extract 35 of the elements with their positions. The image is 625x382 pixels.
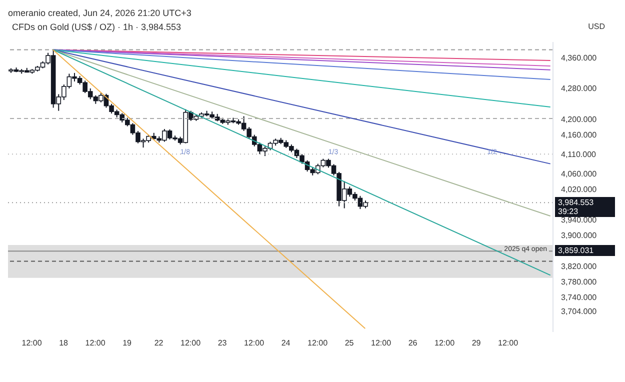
y-tick-label: 3,820.000 bbox=[561, 262, 598, 272]
y-tick-label: 3,940.000 bbox=[561, 216, 598, 225]
x-tick-label: 22 bbox=[154, 338, 164, 348]
y-tick-label: 4,110.000 bbox=[561, 150, 597, 159]
y-tick-label: 4,160.000 bbox=[561, 130, 598, 140]
y-tick-label: 4,200.000 bbox=[561, 115, 598, 124]
y-tick-label: 4,360.000 bbox=[561, 53, 598, 62]
x-tick-label: 12:00 bbox=[244, 338, 265, 348]
x-tick-label: 24 bbox=[281, 338, 291, 348]
x-tick-label: 12:00 bbox=[434, 338, 456, 348]
y-tick-label: 4,280.000 bbox=[561, 84, 598, 94]
x-tick-label: 23 bbox=[218, 338, 228, 348]
y-tick-label: 3,704.000 bbox=[561, 306, 598, 316]
y-tick-label: 3,780.000 bbox=[561, 278, 598, 287]
y-tick-label: 4,060.000 bbox=[561, 169, 598, 178]
x-tick-label: 12:00 bbox=[308, 338, 328, 348]
y-axis-title: USD bbox=[588, 22, 605, 31]
x-tick-label: 12:00 bbox=[371, 338, 392, 348]
x-tick-label: 12:00 bbox=[180, 338, 202, 348]
y-tick-label: 3,900.000 bbox=[561, 231, 598, 240]
ref-line-label: 3,984.553 bbox=[558, 198, 595, 207]
x-tick-label: 29 bbox=[472, 338, 482, 348]
x-tick-label: 12:00 bbox=[85, 338, 106, 348]
text: 3,859.031 bbox=[555, 245, 615, 256]
x-tick-label: 26 bbox=[408, 338, 418, 348]
x-tick-label: 19 bbox=[122, 338, 132, 348]
x-tick-label: 25 bbox=[344, 338, 354, 348]
x-tick-label: 12:00 bbox=[498, 338, 519, 348]
y-tick-label: 3,740.000 bbox=[561, 293, 598, 302]
chart-title: CFDs on Gold (US$ / OZ) · 1h · 3,984.553 bbox=[12, 22, 182, 32]
chart-subtitle: omeranio created, Jun 24, 2026 21:20 UTC+3 bbox=[8, 8, 192, 20]
text: 39:23 bbox=[558, 206, 580, 216]
y-tick-label: 4,020.000 bbox=[561, 184, 598, 194]
x-tick-label: 12:00 bbox=[22, 338, 42, 348]
x-tick-label: 18 bbox=[59, 338, 69, 348]
